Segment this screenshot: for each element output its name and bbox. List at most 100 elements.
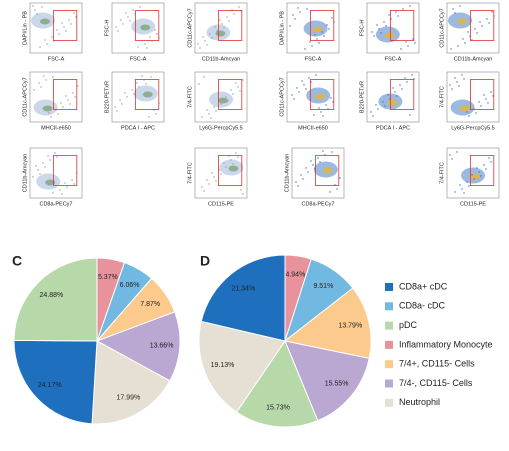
cell-population <box>142 91 153 98</box>
cell-dot <box>449 154 451 156</box>
cell-dot <box>155 113 157 115</box>
cell-dot <box>39 173 41 175</box>
cell-dot <box>122 23 124 25</box>
cell-dot <box>294 18 296 20</box>
cell-dot <box>308 77 310 79</box>
cell-dot <box>475 112 477 114</box>
gate <box>309 79 335 110</box>
y-axis-label: 7/4-FITC <box>439 162 445 184</box>
cell-dot <box>332 101 334 103</box>
pie-slice <box>198 320 286 413</box>
cell-population <box>45 179 56 186</box>
legend-label: CD8a+ cDC <box>399 281 448 291</box>
cell-dot <box>478 171 480 173</box>
cell-dot <box>136 82 138 84</box>
cell-dot <box>450 48 452 50</box>
cell-dot <box>114 106 116 108</box>
gate <box>134 10 160 41</box>
x-axis-label: FSC-A <box>130 56 147 62</box>
cell-dot <box>488 22 490 24</box>
cell-dot <box>233 13 235 15</box>
cell-dot <box>46 43 48 45</box>
cell-dot <box>296 87 298 89</box>
cell-dot <box>129 20 131 22</box>
cell-dot <box>127 16 129 18</box>
cell-dot <box>124 92 126 94</box>
cell-dot <box>483 94 485 96</box>
cell-dot <box>61 22 63 24</box>
cell-dot <box>33 89 35 91</box>
cell-dot <box>371 31 373 33</box>
cell-population <box>218 97 228 104</box>
cell-dot <box>65 30 67 32</box>
cell-dot <box>235 152 237 154</box>
gate <box>53 10 78 41</box>
cell-dot <box>121 103 123 105</box>
cell-dot <box>492 95 494 97</box>
gate <box>309 10 335 41</box>
cell-dot <box>412 38 414 40</box>
cell-dot <box>330 97 332 99</box>
cell-dot <box>457 45 459 47</box>
cell-dot <box>375 104 377 106</box>
legend-label: 7/4-, CD115- Cells <box>399 378 473 388</box>
cell-dot <box>462 38 464 40</box>
cell-dot <box>201 186 203 188</box>
cell-dot <box>215 180 217 182</box>
cell-dot <box>56 156 58 158</box>
y-axis-label: B220-PETxR <box>104 81 110 113</box>
slice-label: 13.79% <box>338 323 362 330</box>
y-axis-label: CD11b-Amcyan <box>284 154 290 192</box>
x-axis-label: CD11b-Amcyan <box>202 56 240 62</box>
cell-dot <box>291 94 293 96</box>
cell-dot <box>483 164 485 166</box>
legend-label: Neutrophil <box>399 397 440 407</box>
cell-dot <box>42 162 44 164</box>
cell-population <box>387 99 398 106</box>
cell-dot <box>66 186 68 188</box>
y-axis-label: 7/4-FITC <box>187 162 193 184</box>
cell-dot <box>370 111 372 113</box>
slice-label: 24.88% <box>40 292 64 299</box>
cell-dot <box>411 74 413 76</box>
y-axis-label: DAPI/Lin - PB <box>22 11 28 45</box>
cell-dot <box>406 81 408 83</box>
cell-dot <box>322 150 324 152</box>
cell-dot <box>461 74 463 76</box>
cell-dot <box>316 38 318 40</box>
cell-dot <box>49 159 51 161</box>
cell-dot <box>137 46 139 48</box>
cell-dot <box>240 189 242 191</box>
y-axis-label: CD11c-APCCy7 <box>279 77 285 116</box>
x-axis-label: FSC-A <box>385 56 402 62</box>
slice-label: 9.51% <box>313 283 333 290</box>
cell-dot <box>468 115 470 117</box>
cell-dot <box>311 45 313 47</box>
cell-dot <box>454 12 456 14</box>
cell-dot <box>458 85 460 87</box>
gate <box>469 79 495 110</box>
cell-dot <box>238 6 240 8</box>
slice-label: 5.37% <box>98 274 118 281</box>
cell-dot <box>64 182 66 184</box>
cell-dot <box>320 111 322 113</box>
cell-population <box>457 18 467 25</box>
cell-dot <box>219 19 221 21</box>
gate <box>217 79 243 110</box>
y-axis-label: CD11c-APCCy7 <box>187 8 193 47</box>
slice-label: 6.06% <box>120 282 140 289</box>
cell-dot <box>459 184 461 186</box>
cell-dot <box>404 77 406 79</box>
x-axis-label: CD115-PE <box>208 201 234 207</box>
cell-dot <box>317 157 319 159</box>
cell-dot <box>464 42 466 44</box>
cell-dot <box>198 83 200 85</box>
cell-dot <box>146 47 148 49</box>
cell-dot <box>305 167 307 169</box>
cell-dot <box>454 77 456 79</box>
cell-dot <box>208 183 210 185</box>
cell-dot <box>302 178 304 180</box>
cell-dot <box>388 14 390 16</box>
cell-dot <box>312 164 314 166</box>
x-axis-label: CD11b-Amcyan <box>454 56 492 62</box>
